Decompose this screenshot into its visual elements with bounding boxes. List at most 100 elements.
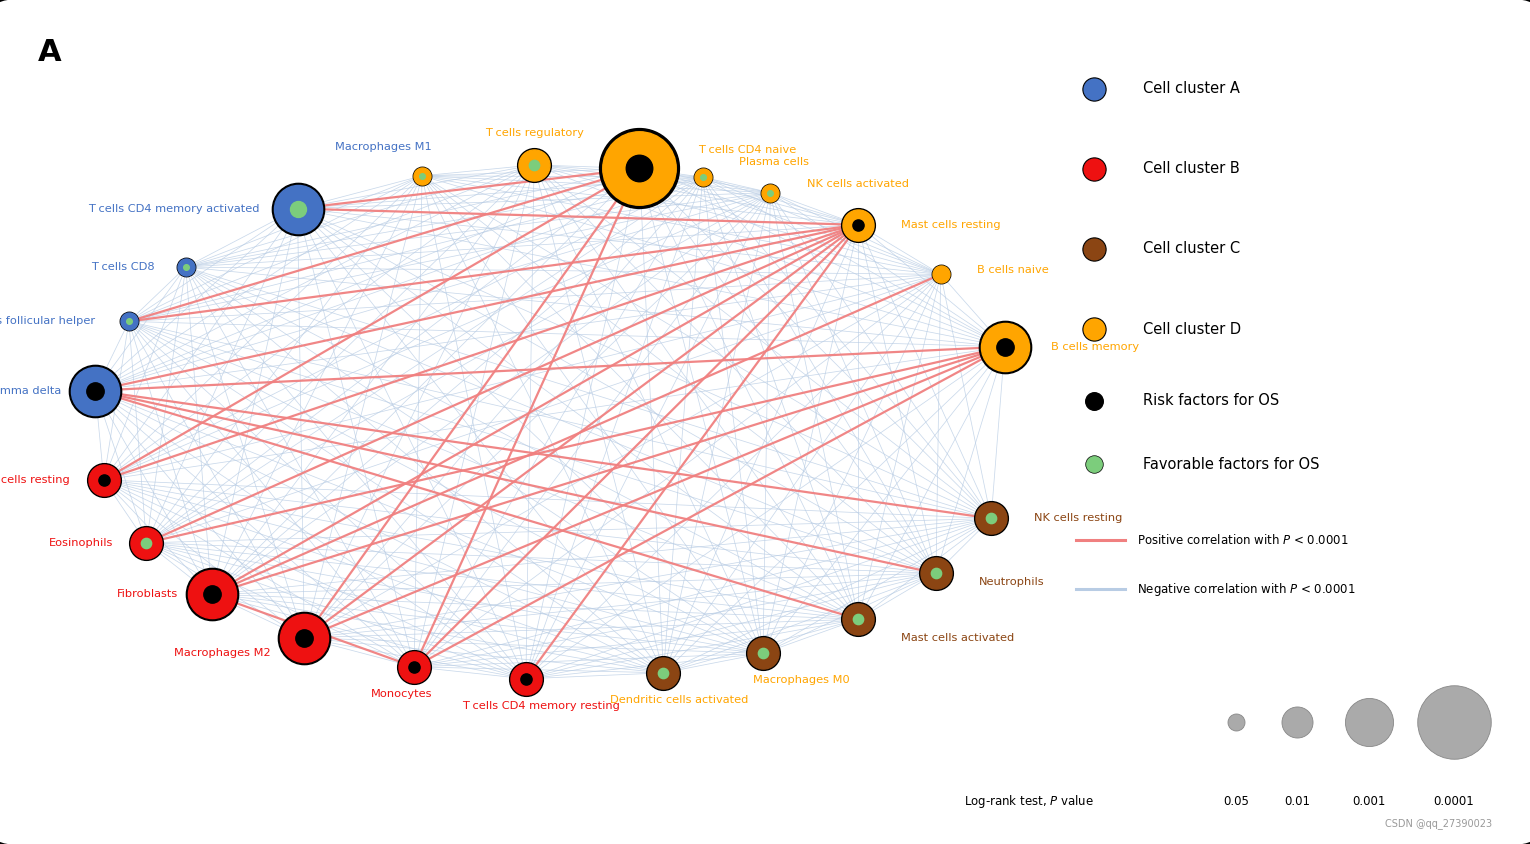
Point <box>993 340 1017 354</box>
Point <box>1082 457 1106 471</box>
Text: Plasma cells: Plasma cells <box>739 157 809 167</box>
Text: 0.0001: 0.0001 <box>1434 795 1473 809</box>
Point <box>135 536 159 549</box>
Point <box>627 162 652 176</box>
Text: Macrophages M1: Macrophages M1 <box>335 142 431 152</box>
Point <box>522 158 546 171</box>
Point <box>402 660 427 674</box>
Text: Favorable factors for OS: Favorable factors for OS <box>1143 457 1319 472</box>
Point <box>751 647 776 660</box>
Point <box>292 631 317 645</box>
Point <box>522 158 546 171</box>
Text: 0.05: 0.05 <box>1224 795 1248 809</box>
Point <box>292 631 317 645</box>
Point <box>199 587 223 601</box>
Point <box>690 170 715 184</box>
Point <box>92 473 116 487</box>
Point <box>1285 715 1310 728</box>
Point <box>979 511 1004 525</box>
Text: Cell cluster B: Cell cluster B <box>1143 161 1239 176</box>
Text: B cells memory: B cells memory <box>1051 342 1138 352</box>
Text: 0.001: 0.001 <box>1353 795 1386 809</box>
Point <box>285 202 309 215</box>
Text: Negative correlation with $P$ < 0.0001: Negative correlation with $P$ < 0.0001 <box>1137 581 1356 598</box>
Text: NK cells activated: NK cells activated <box>806 179 909 189</box>
Point <box>751 647 776 660</box>
Point <box>292 631 317 645</box>
Point <box>757 186 782 199</box>
Point <box>116 315 141 328</box>
Text: Neutrophils: Neutrophils <box>979 576 1045 587</box>
Point <box>92 473 116 487</box>
Point <box>1082 162 1106 176</box>
Text: Eosinophils: Eosinophils <box>49 538 113 548</box>
Point <box>924 566 949 580</box>
Text: Monocytes: Monocytes <box>372 689 433 699</box>
Point <box>1224 715 1248 728</box>
Point <box>627 162 652 176</box>
Text: Cell cluster D: Cell cluster D <box>1143 322 1241 337</box>
Point <box>1082 394 1106 408</box>
Point <box>627 162 652 176</box>
Point <box>402 660 427 674</box>
Text: Mast cells activated: Mast cells activated <box>901 633 1014 643</box>
Point <box>924 566 949 580</box>
Text: NK cells resting: NK cells resting <box>1034 513 1123 523</box>
Point <box>1082 82 1106 95</box>
Point <box>135 536 159 549</box>
Point <box>83 384 107 398</box>
Point <box>690 170 715 184</box>
Point <box>1441 715 1466 728</box>
Point <box>199 587 223 601</box>
Text: T cells regulatory: T cells regulatory <box>485 127 583 138</box>
Point <box>846 218 871 231</box>
Point <box>846 218 871 231</box>
Point <box>173 260 197 273</box>
Point <box>514 672 539 685</box>
Point <box>199 587 223 601</box>
Point <box>929 268 953 281</box>
Point <box>92 473 116 487</box>
Point <box>652 666 676 679</box>
Point <box>410 169 435 182</box>
Text: B cells naive: B cells naive <box>978 265 1050 275</box>
Point <box>285 202 309 215</box>
Point <box>410 169 435 182</box>
Point <box>173 260 197 273</box>
Point <box>135 536 159 549</box>
Text: Positive correlation with $P$ < 0.0001: Positive correlation with $P$ < 0.0001 <box>1137 533 1348 547</box>
Point <box>116 315 141 328</box>
Point <box>173 260 197 273</box>
Point <box>1082 322 1106 336</box>
Point <box>1082 242 1106 256</box>
Point <box>522 158 546 171</box>
Text: T cells CD4 memory resting: T cells CD4 memory resting <box>462 701 620 711</box>
Point <box>757 186 782 199</box>
Point <box>285 202 309 215</box>
Text: T cells CD4 naive: T cells CD4 naive <box>698 145 796 155</box>
Point <box>652 666 676 679</box>
Text: 0.01: 0.01 <box>1285 795 1310 809</box>
Text: T cells CD8: T cells CD8 <box>92 262 155 272</box>
Text: Dendritic cells resting: Dendritic cells resting <box>0 475 70 485</box>
Point <box>514 672 539 685</box>
Point <box>514 672 539 685</box>
Text: Macrophages M2: Macrophages M2 <box>174 648 271 658</box>
Point <box>751 647 776 660</box>
Point <box>846 613 871 626</box>
Point <box>83 384 107 398</box>
Text: T cells CD4 memory activated: T cells CD4 memory activated <box>87 203 259 214</box>
Point <box>846 613 871 626</box>
Text: Risk factors for OS: Risk factors for OS <box>1143 393 1279 408</box>
Point <box>846 218 871 231</box>
Point <box>410 169 435 182</box>
Text: Cell cluster C: Cell cluster C <box>1143 241 1239 257</box>
Text: Macrophages M0: Macrophages M0 <box>753 675 849 685</box>
Text: Dendritic cells activated: Dendritic cells activated <box>609 695 748 705</box>
Point <box>993 340 1017 354</box>
Point <box>924 566 949 580</box>
Point <box>993 340 1017 354</box>
Point <box>402 660 427 674</box>
Point <box>652 666 676 679</box>
Point <box>846 613 871 626</box>
